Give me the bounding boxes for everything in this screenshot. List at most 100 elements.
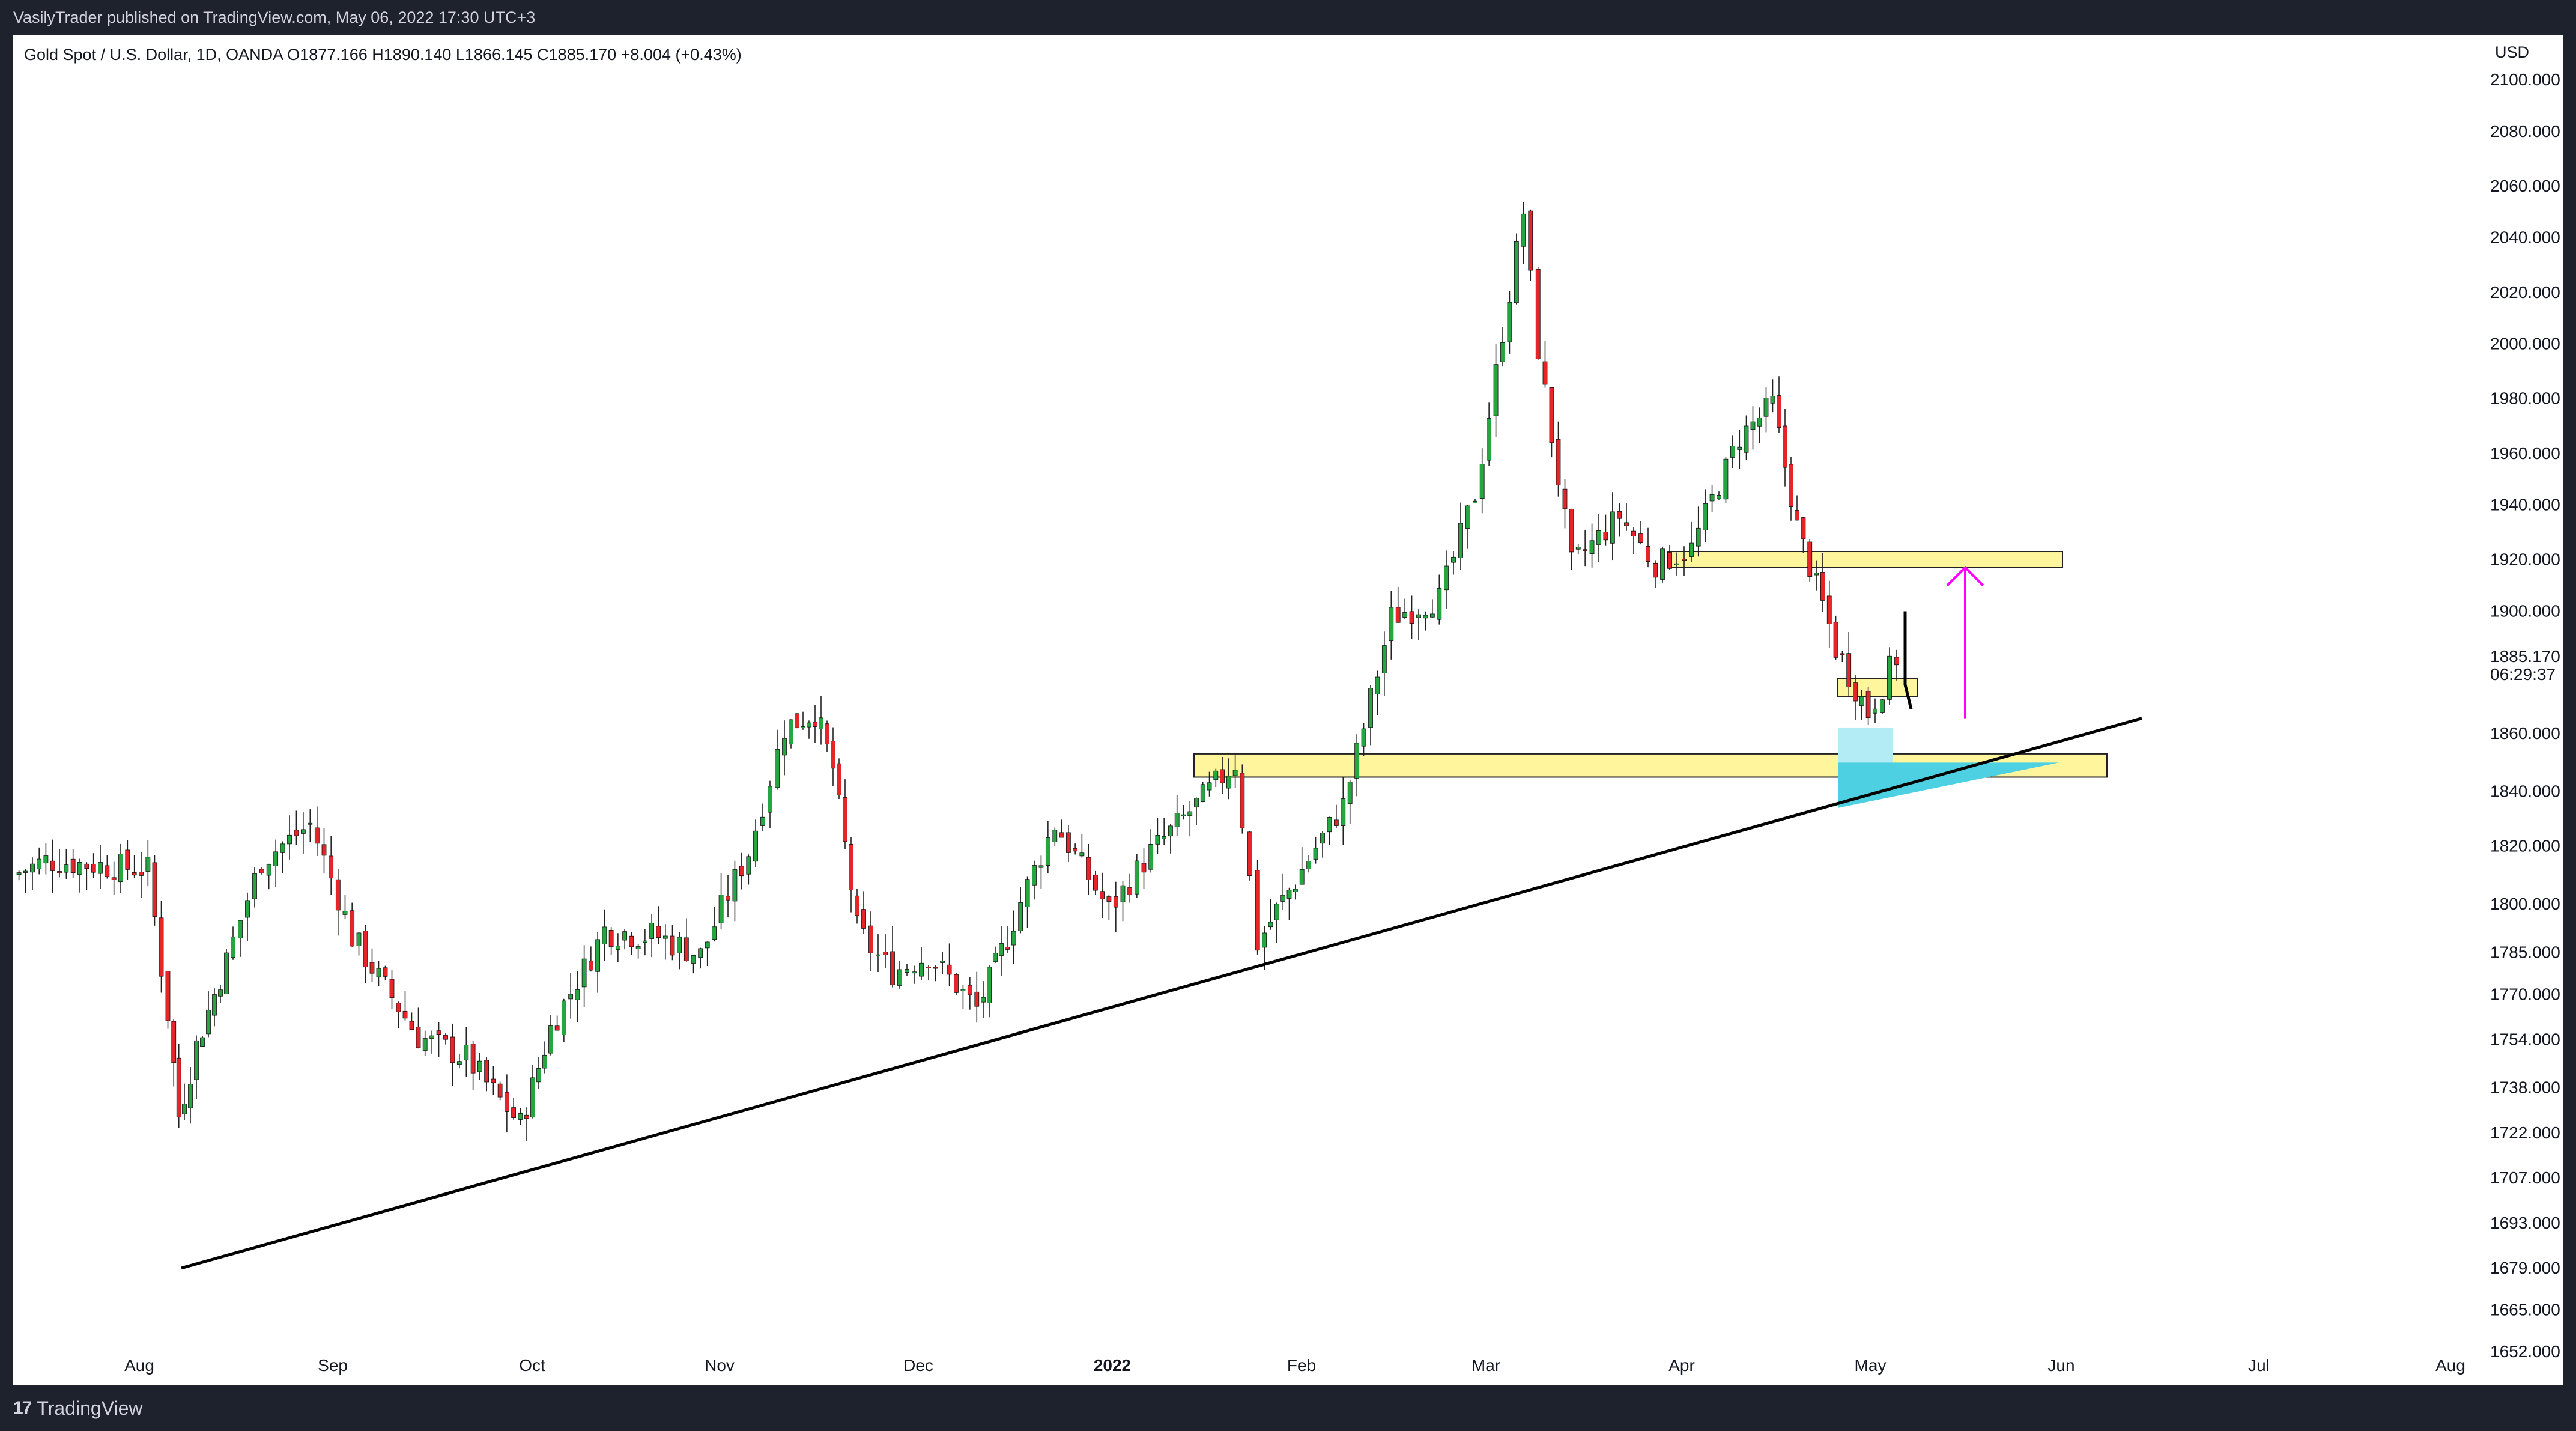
candle bbox=[308, 809, 313, 843]
candle bbox=[518, 1108, 523, 1125]
candle bbox=[1795, 495, 1799, 521]
candle-body bbox=[1807, 541, 1813, 577]
candle bbox=[960, 985, 966, 1009]
candle bbox=[1674, 552, 1679, 576]
candle bbox=[470, 1041, 476, 1090]
candle bbox=[635, 944, 641, 959]
projection-triangle[interactable] bbox=[1838, 762, 2059, 808]
candle-body bbox=[1820, 572, 1825, 601]
candle-body bbox=[70, 858, 76, 873]
candle bbox=[1814, 560, 1819, 591]
candle bbox=[273, 839, 279, 887]
candle-body bbox=[649, 923, 655, 939]
candle bbox=[782, 720, 787, 776]
candle bbox=[1610, 492, 1615, 561]
candle-body bbox=[954, 974, 959, 993]
candle bbox=[84, 862, 89, 890]
candle-body bbox=[1660, 548, 1665, 580]
candle-body bbox=[1444, 565, 1449, 591]
candle-body bbox=[782, 738, 787, 756]
candle-body bbox=[947, 964, 952, 975]
candle-body bbox=[1451, 556, 1456, 563]
candle bbox=[369, 948, 375, 982]
candle-body bbox=[1583, 549, 1588, 551]
candle bbox=[698, 947, 703, 969]
candle-body bbox=[329, 855, 334, 879]
candle-body bbox=[1596, 530, 1601, 545]
candle-body bbox=[145, 857, 151, 872]
candle bbox=[554, 1015, 560, 1031]
candle-body bbox=[1018, 902, 1023, 931]
price-tick-label: 1738.000 bbox=[2490, 1078, 2560, 1097]
candle bbox=[91, 853, 96, 878]
up-arrow-head[interactable] bbox=[1946, 565, 1984, 586]
candle bbox=[422, 1030, 428, 1056]
candle bbox=[1783, 409, 1787, 487]
candle bbox=[954, 973, 959, 996]
drawn-mark[interactable] bbox=[1903, 611, 1913, 709]
candle bbox=[1306, 855, 1312, 873]
currency-label[interactable]: USD bbox=[2491, 42, 2533, 63]
candle-body bbox=[1744, 425, 1749, 453]
candle bbox=[1528, 209, 1533, 281]
candle-body bbox=[1473, 500, 1477, 503]
candle bbox=[746, 854, 751, 885]
projection-box[interactable] bbox=[1838, 727, 1893, 769]
candle-body bbox=[868, 925, 873, 953]
candle-body bbox=[1770, 396, 1775, 404]
candle-body bbox=[1826, 595, 1832, 624]
candle bbox=[1479, 448, 1485, 514]
price-chart[interactable]: 2100.000 2080.000 2060.000 2040.000 2020.000… bbox=[13, 35, 2563, 1385]
candle-body bbox=[801, 726, 805, 728]
candle-body bbox=[1059, 832, 1064, 838]
candle bbox=[1789, 457, 1793, 521]
candle bbox=[1059, 819, 1064, 838]
candle bbox=[1638, 521, 1643, 545]
candle-body bbox=[775, 749, 780, 788]
time-tick-label: Aug bbox=[124, 1356, 154, 1375]
price-tick-label: 1900.000 bbox=[2490, 601, 2560, 620]
candle bbox=[50, 839, 55, 893]
candle-body bbox=[843, 797, 847, 842]
candle bbox=[1458, 502, 1463, 570]
candle-body bbox=[1079, 852, 1085, 857]
candle-body bbox=[369, 962, 375, 974]
candle bbox=[1689, 521, 1694, 562]
chart-area[interactable]: 2100.000 2080.000 2060.000 2040.000 2020.000… bbox=[13, 35, 2563, 1385]
candle bbox=[1018, 887, 1023, 934]
candle-body bbox=[581, 958, 587, 988]
candle-body bbox=[1757, 417, 1762, 427]
candle-body bbox=[1286, 890, 1292, 899]
zone-0[interactable] bbox=[1667, 551, 2063, 568]
candle bbox=[999, 926, 1004, 976]
candle-body bbox=[1709, 494, 1715, 502]
candle-body bbox=[383, 967, 388, 977]
tradingview-logo[interactable]: 17 TradingView bbox=[13, 1397, 142, 1419]
candle-body bbox=[1465, 505, 1470, 529]
candle bbox=[1596, 514, 1601, 562]
candle bbox=[1052, 827, 1058, 846]
candle bbox=[1646, 527, 1650, 568]
candle-body bbox=[1148, 844, 1154, 870]
candle-body bbox=[683, 937, 689, 961]
candle-body bbox=[165, 971, 171, 1021]
candle-body bbox=[1763, 398, 1769, 417]
candle bbox=[801, 711, 805, 730]
candle-body bbox=[855, 895, 859, 916]
candle-body bbox=[1106, 896, 1112, 902]
candle-body bbox=[1268, 922, 1273, 928]
candle bbox=[450, 1023, 455, 1086]
candle bbox=[342, 895, 348, 919]
candle-body bbox=[1479, 464, 1485, 499]
candle-body bbox=[993, 953, 998, 962]
trendline[interactable] bbox=[181, 717, 2142, 1270]
candle-body bbox=[789, 719, 793, 745]
candle bbox=[768, 780, 772, 828]
candle-body bbox=[1674, 563, 1679, 565]
candle bbox=[947, 943, 952, 986]
candle bbox=[1168, 824, 1173, 854]
price-tick-label: 1840.000 bbox=[2490, 782, 2560, 801]
candle-body bbox=[1569, 509, 1574, 553]
price-tick-label: 2040.000 bbox=[2490, 228, 2560, 247]
candle bbox=[1213, 768, 1219, 788]
